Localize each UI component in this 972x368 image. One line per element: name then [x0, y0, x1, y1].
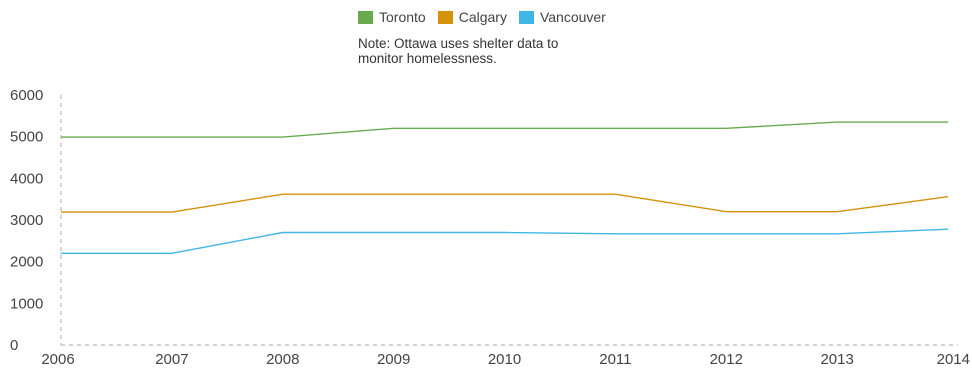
legend-item-vancouver: Vancouver: [518, 9, 606, 25]
chart-note: Note: Ottawa uses shelter data to monito…: [358, 36, 658, 66]
x-tick-label: 2008: [266, 351, 299, 368]
x-tick-label: 2006: [41, 351, 74, 368]
legend-item-toronto: Toronto: [358, 9, 426, 25]
chart-axes: [60, 95, 958, 346]
y-tick-label: 4000: [10, 170, 43, 187]
series-line-calgary: [61, 193, 949, 213]
x-tick-label: 2007: [155, 351, 188, 368]
note-line-1: Note: Ottawa uses shelter data to: [358, 36, 559, 51]
x-tick-label: 2013: [820, 351, 853, 368]
y-tick-label: 2000: [10, 254, 43, 271]
y-tick-label: 5000: [10, 129, 43, 146]
legend-label-toronto: Toronto: [379, 9, 426, 25]
y-tick-label: 3000: [10, 212, 43, 229]
series-line-vancouver: [61, 228, 949, 255]
legend-swatch-calgary: [437, 10, 453, 24]
note-line-2: monitor homelessness.: [358, 51, 497, 66]
legend-label-calgary: Calgary: [458, 9, 507, 25]
x-tick-label: 2014: [937, 351, 970, 368]
x-tick-label: 2011: [599, 351, 631, 368]
x-tick-label: 2009: [377, 351, 410, 368]
legend-swatch-vancouver: [518, 10, 534, 24]
y-tick-label: 6000: [10, 87, 43, 104]
chart-tick-labels: 0 1000 2000 3000 4000 5000 6000 2006 2007 2008 200…: [10, 87, 970, 368]
chart-series: [61, 121, 949, 255]
legend-item-calgary: Calgary: [437, 9, 507, 25]
chart-legend: Toronto Calgary Vancouver: [358, 9, 618, 25]
y-tick-label: 0: [10, 337, 18, 354]
legend-label-vancouver: Vancouver: [539, 9, 606, 25]
series-line-toronto: [61, 121, 948, 138]
y-tick-label: 1000: [10, 295, 43, 312]
x-tick-label: 2010: [488, 351, 521, 368]
legend-swatch-toronto: [358, 10, 373, 24]
x-tick-label: 2012: [710, 351, 743, 368]
